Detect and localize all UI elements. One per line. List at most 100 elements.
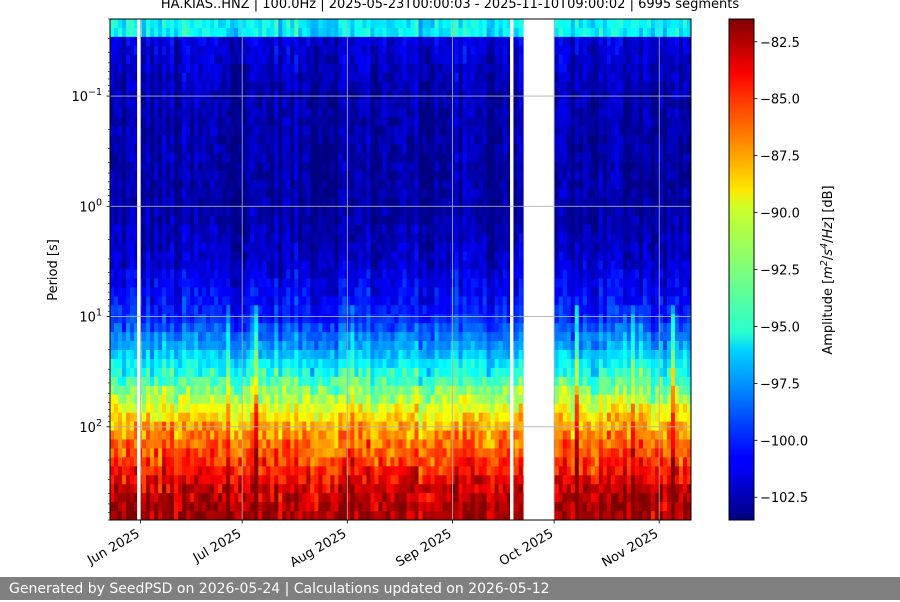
heatmap-cell <box>434 224 440 235</box>
heatmap-cell <box>314 224 319 235</box>
heatmap-cell <box>178 350 183 360</box>
heatmap-cell <box>126 72 131 83</box>
heatmap-cell <box>166 314 171 324</box>
heatmap-cell <box>390 215 396 226</box>
heatmap-cell <box>298 385 303 396</box>
heatmap-cell <box>354 188 360 199</box>
heatmap-cell <box>258 99 263 110</box>
heatmap-cell <box>410 439 416 450</box>
heatmap-cell <box>246 180 251 190</box>
heatmap-cell <box>206 81 211 92</box>
heatmap-cell <box>194 19 199 29</box>
heatmap-cell <box>278 323 283 333</box>
heatmap-cell <box>414 493 420 503</box>
heatmap-cell <box>394 287 400 297</box>
heatmap-cell <box>278 367 283 378</box>
heatmap-cell <box>270 305 275 315</box>
heatmap-cell <box>418 287 424 297</box>
heatmap-cell <box>342 403 348 414</box>
heatmap-cell <box>366 511 372 520</box>
heatmap-cell <box>410 242 416 253</box>
heatmap-cell <box>414 45 420 56</box>
heatmap-cell <box>310 394 315 405</box>
heatmap-cell <box>270 215 275 226</box>
heatmap-cell <box>114 45 119 56</box>
heatmap-cell <box>206 72 211 83</box>
heatmap-cell <box>142 376 147 387</box>
heatmap-cell <box>358 36 364 47</box>
heatmap-cell <box>242 287 247 297</box>
heatmap-cell <box>302 376 307 387</box>
heatmap-cell <box>290 153 295 163</box>
heatmap-cell <box>406 278 412 288</box>
heatmap-cell <box>154 135 159 145</box>
heatmap-cell <box>450 448 456 458</box>
heatmap-cell <box>186 403 191 414</box>
heatmap-cell <box>174 502 179 512</box>
heatmap-cell <box>118 27 123 38</box>
heatmap-cell <box>166 341 171 351</box>
heatmap-cell <box>250 72 255 83</box>
heatmap-cell <box>462 126 468 136</box>
heatmap-cell <box>214 197 219 208</box>
heatmap-cell <box>310 36 315 47</box>
heatmap-cell <box>442 36 448 47</box>
heatmap-cell <box>114 180 119 190</box>
heatmap-cell <box>422 269 428 280</box>
heatmap-cell <box>366 323 372 333</box>
heatmap-cell <box>190 144 195 154</box>
heatmap-cell <box>394 350 400 360</box>
heatmap-cell <box>434 367 440 378</box>
heatmap-cell <box>266 466 271 476</box>
heatmap-cell <box>158 99 163 110</box>
heatmap-cell <box>286 260 291 271</box>
heatmap-cell <box>162 171 167 181</box>
heatmap-cell <box>306 251 311 262</box>
heatmap-cell <box>134 376 139 387</box>
heatmap-cell <box>186 484 191 494</box>
heatmap-cell <box>166 269 171 280</box>
heatmap-cell <box>302 63 307 74</box>
heatmap-cell <box>314 19 319 29</box>
heatmap-cell <box>422 153 428 163</box>
heatmap-cell <box>430 72 436 83</box>
heatmap-cell <box>282 314 287 324</box>
heatmap-cell <box>342 341 348 351</box>
heatmap-cell <box>338 162 343 172</box>
heatmap-cell <box>330 126 335 136</box>
heatmap-cell <box>254 242 259 253</box>
heatmap-cell <box>462 314 468 324</box>
heatmap-cell <box>398 430 404 441</box>
heatmap-cell <box>270 421 275 432</box>
heatmap-cell <box>374 305 380 315</box>
heatmap-cell <box>210 188 215 199</box>
heatmap-cell <box>186 412 191 423</box>
heatmap-cell <box>418 385 424 396</box>
heatmap-cell <box>134 126 139 136</box>
heatmap-cell <box>170 117 175 127</box>
heatmap-cell <box>170 36 175 47</box>
heatmap-cell <box>326 314 331 324</box>
heatmap-cell <box>250 403 255 414</box>
heatmap-cell <box>150 63 155 74</box>
heatmap-cell <box>302 269 307 280</box>
heatmap-cell <box>238 188 243 199</box>
heatmap-cell <box>226 367 231 378</box>
heatmap-cell <box>362 323 368 333</box>
heatmap-cell <box>190 430 195 441</box>
heatmap-cell <box>154 90 159 101</box>
heatmap-cell <box>194 162 199 172</box>
heatmap-cell <box>170 188 175 199</box>
heatmap-cell <box>326 511 331 520</box>
heatmap-cell <box>246 484 251 494</box>
heatmap-cell <box>386 108 392 119</box>
heatmap-cell <box>114 341 119 351</box>
heatmap-cell <box>142 341 147 351</box>
heatmap-cell <box>258 430 263 441</box>
heatmap-cell <box>194 448 199 458</box>
heatmap-cell <box>414 350 420 360</box>
heatmap-cell <box>238 108 243 119</box>
heatmap-cell <box>250 117 255 127</box>
heatmap-cell <box>182 475 187 485</box>
heatmap-cell <box>294 171 299 181</box>
